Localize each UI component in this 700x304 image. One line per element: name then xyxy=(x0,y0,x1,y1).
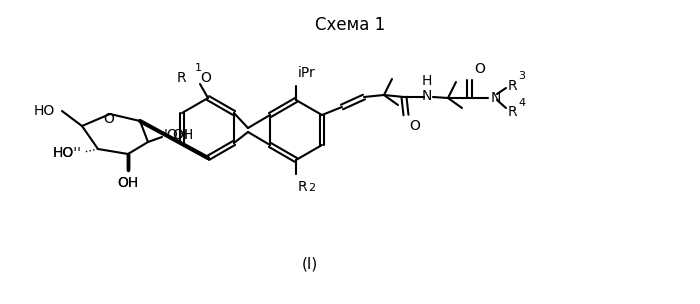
Text: H: H xyxy=(422,74,432,88)
Text: 1: 1 xyxy=(195,63,202,73)
Text: O: O xyxy=(409,119,420,133)
Text: O: O xyxy=(474,62,485,76)
Text: 3: 3 xyxy=(518,71,525,81)
Text: HO'': HO'' xyxy=(53,146,82,160)
Text: R: R xyxy=(176,71,186,85)
Text: OH: OH xyxy=(172,128,193,142)
Text: HO: HO xyxy=(52,146,74,160)
Text: OH: OH xyxy=(118,176,139,190)
Text: N: N xyxy=(422,89,432,103)
Text: 2: 2 xyxy=(308,183,315,193)
Text: HO: HO xyxy=(34,104,55,118)
Text: 'OH: 'OH xyxy=(164,128,189,142)
Text: N: N xyxy=(491,91,501,105)
Text: R: R xyxy=(508,79,517,93)
Text: R: R xyxy=(298,180,307,194)
Text: iPr: iPr xyxy=(298,66,316,80)
Text: O: O xyxy=(200,71,211,85)
Text: 4: 4 xyxy=(518,98,525,108)
Text: OH: OH xyxy=(118,176,139,190)
Text: (I): (I) xyxy=(302,257,318,271)
Text: O: O xyxy=(104,112,114,126)
Text: Схема 1: Схема 1 xyxy=(315,16,385,34)
Text: R: R xyxy=(508,105,517,119)
Polygon shape xyxy=(140,121,209,160)
